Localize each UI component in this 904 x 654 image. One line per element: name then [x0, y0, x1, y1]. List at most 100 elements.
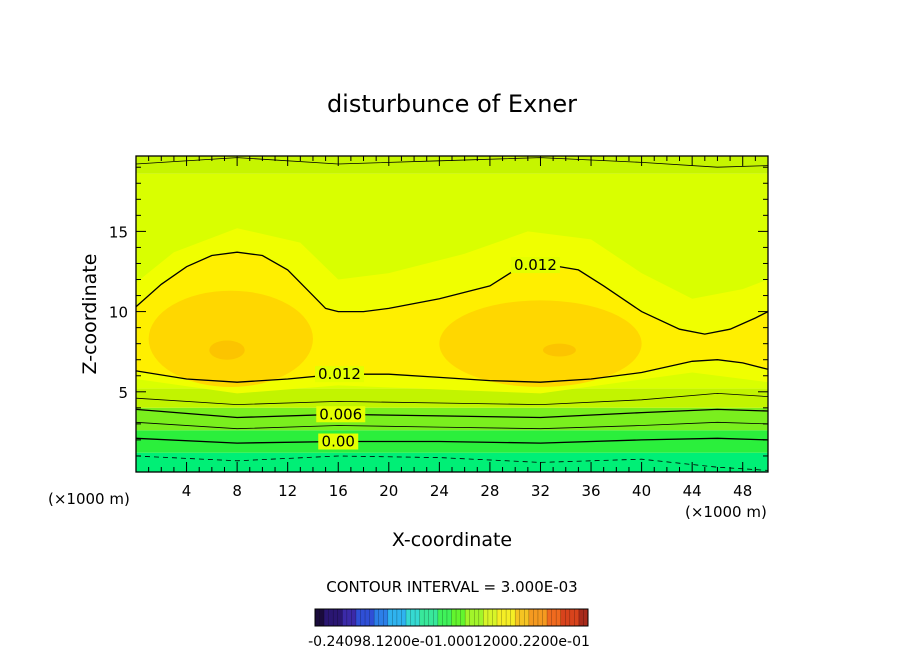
axis-ticks	[136, 156, 768, 472]
colorbar-swatch	[315, 609, 320, 626]
colorbar-swatch	[451, 609, 457, 626]
colorbar-swatch	[547, 609, 552, 626]
plot-area	[136, 156, 768, 472]
contour-label: 0.012	[318, 365, 361, 383]
colorbar-swatch	[515, 609, 521, 626]
colorbar-swatch	[346, 609, 352, 626]
colorbar-swatch	[497, 609, 502, 626]
colorbar-swatch	[437, 609, 443, 626]
colorbar-swatch	[537, 609, 543, 626]
colorbar-swatch	[401, 609, 407, 626]
x-tick-label: 16	[329, 482, 348, 500]
contour-label: 0.00	[322, 433, 355, 451]
colorbar-swatch	[342, 609, 348, 626]
fill-maximum	[209, 340, 245, 360]
colorbar-swatch	[478, 609, 484, 626]
colorbar-swatch	[392, 609, 398, 626]
fill-band	[136, 407, 768, 431]
x-tick-label: 24	[430, 482, 449, 500]
x-tick-label: 4	[182, 482, 192, 500]
colorbar-swatch	[483, 609, 489, 626]
colorbar-swatch	[565, 609, 571, 626]
colorbar-swatch	[556, 609, 561, 626]
colorbar-swatch	[510, 609, 516, 626]
contour-line	[136, 437, 768, 444]
colorbar-swatch	[387, 609, 393, 626]
x-unit-label-right: (×1000 m)	[685, 503, 767, 521]
colorbar-swatch	[578, 609, 584, 626]
colorbar-swatch	[328, 609, 334, 626]
colorbar-swatch	[369, 609, 375, 626]
colorbar-swatch	[487, 609, 493, 626]
colorbar-swatch	[469, 609, 475, 626]
contour-line	[136, 455, 768, 471]
colorbar-swatch	[456, 609, 461, 626]
colorbar-swatch	[492, 609, 498, 626]
fill-maximum	[543, 343, 576, 357]
colorbar-swatch	[569, 609, 575, 626]
colorbar-swatch	[474, 609, 480, 626]
x-tick-label: 40	[632, 482, 651, 500]
colorbar-labels: -0.24098.1200e-01.00012000.2200e-01	[308, 634, 590, 650]
colorbar-swatch	[583, 609, 589, 626]
colorbar-swatch	[574, 609, 580, 626]
colorbar-swatch	[319, 609, 325, 626]
x-axis-label: X-coordinate	[392, 529, 512, 551]
colorbar-swatch	[415, 609, 420, 626]
x-tick-label: 48	[733, 482, 752, 500]
colorbar-swatch	[383, 609, 389, 626]
y-axis-label: Z-coordinate	[79, 254, 101, 375]
x-unit-label-left: (×1000 m)	[48, 490, 130, 508]
colorbar-swatch	[433, 609, 439, 626]
colorbar-swatch	[428, 609, 434, 626]
x-tick-label: 44	[683, 482, 702, 500]
contour-line	[136, 359, 768, 383]
y-tick-label: 10	[109, 304, 128, 322]
colorbar-swatch	[337, 609, 343, 626]
x-tick-label: 20	[379, 482, 398, 500]
fill-band	[136, 452, 768, 472]
contour-labels: 0.012 0.012 0.006 0.00	[315, 256, 560, 451]
colorbar-swatch	[528, 609, 534, 626]
colorbar-swatch	[365, 609, 370, 626]
colorbar-swatch	[419, 609, 425, 626]
colorbar-swatch	[442, 609, 448, 626]
y-tick-label: 5	[118, 384, 128, 402]
colorbar-swatch	[324, 609, 329, 626]
contour-line	[136, 408, 768, 419]
contour-label-background	[316, 406, 366, 423]
contour-line	[136, 392, 768, 406]
colorbar-swatch	[333, 609, 339, 626]
contour-label-background	[315, 366, 365, 383]
x-tick-label: 12	[278, 482, 297, 500]
fill-maximum	[148, 290, 313, 387]
contour-label-background	[510, 257, 560, 274]
colorbar-swatch	[519, 609, 525, 626]
x-tick-label: 32	[531, 482, 550, 500]
colorbar-swatch	[560, 609, 566, 626]
colorbar-swatch	[524, 609, 530, 626]
x-tick-label: 8	[232, 482, 242, 500]
colorbar-swatch	[374, 609, 379, 626]
colorbar-swatch	[378, 609, 384, 626]
colorbar-swatch	[355, 609, 361, 626]
colorbar-swatch	[460, 609, 466, 626]
colorbar-swatch	[551, 609, 557, 626]
colorbar-swatch	[396, 609, 402, 626]
colorbar-swatch	[542, 609, 548, 626]
colorbar-swatch	[501, 609, 507, 626]
fill-band	[136, 156, 768, 174]
contour-line	[136, 421, 768, 430]
colorbar-swatch	[506, 609, 511, 626]
contour-label-background	[318, 433, 359, 450]
colorbar-swatch	[424, 609, 430, 626]
colorbar-swatch	[410, 609, 416, 626]
contour-label: 0.006	[319, 405, 362, 423]
colorbar-frame	[314, 608, 589, 627]
chart-title: disturbunce of Exner	[327, 90, 577, 118]
x-tick-label: 36	[581, 482, 600, 500]
x-tick-label: 28	[480, 482, 499, 500]
y-tick-label: 15	[109, 223, 128, 241]
